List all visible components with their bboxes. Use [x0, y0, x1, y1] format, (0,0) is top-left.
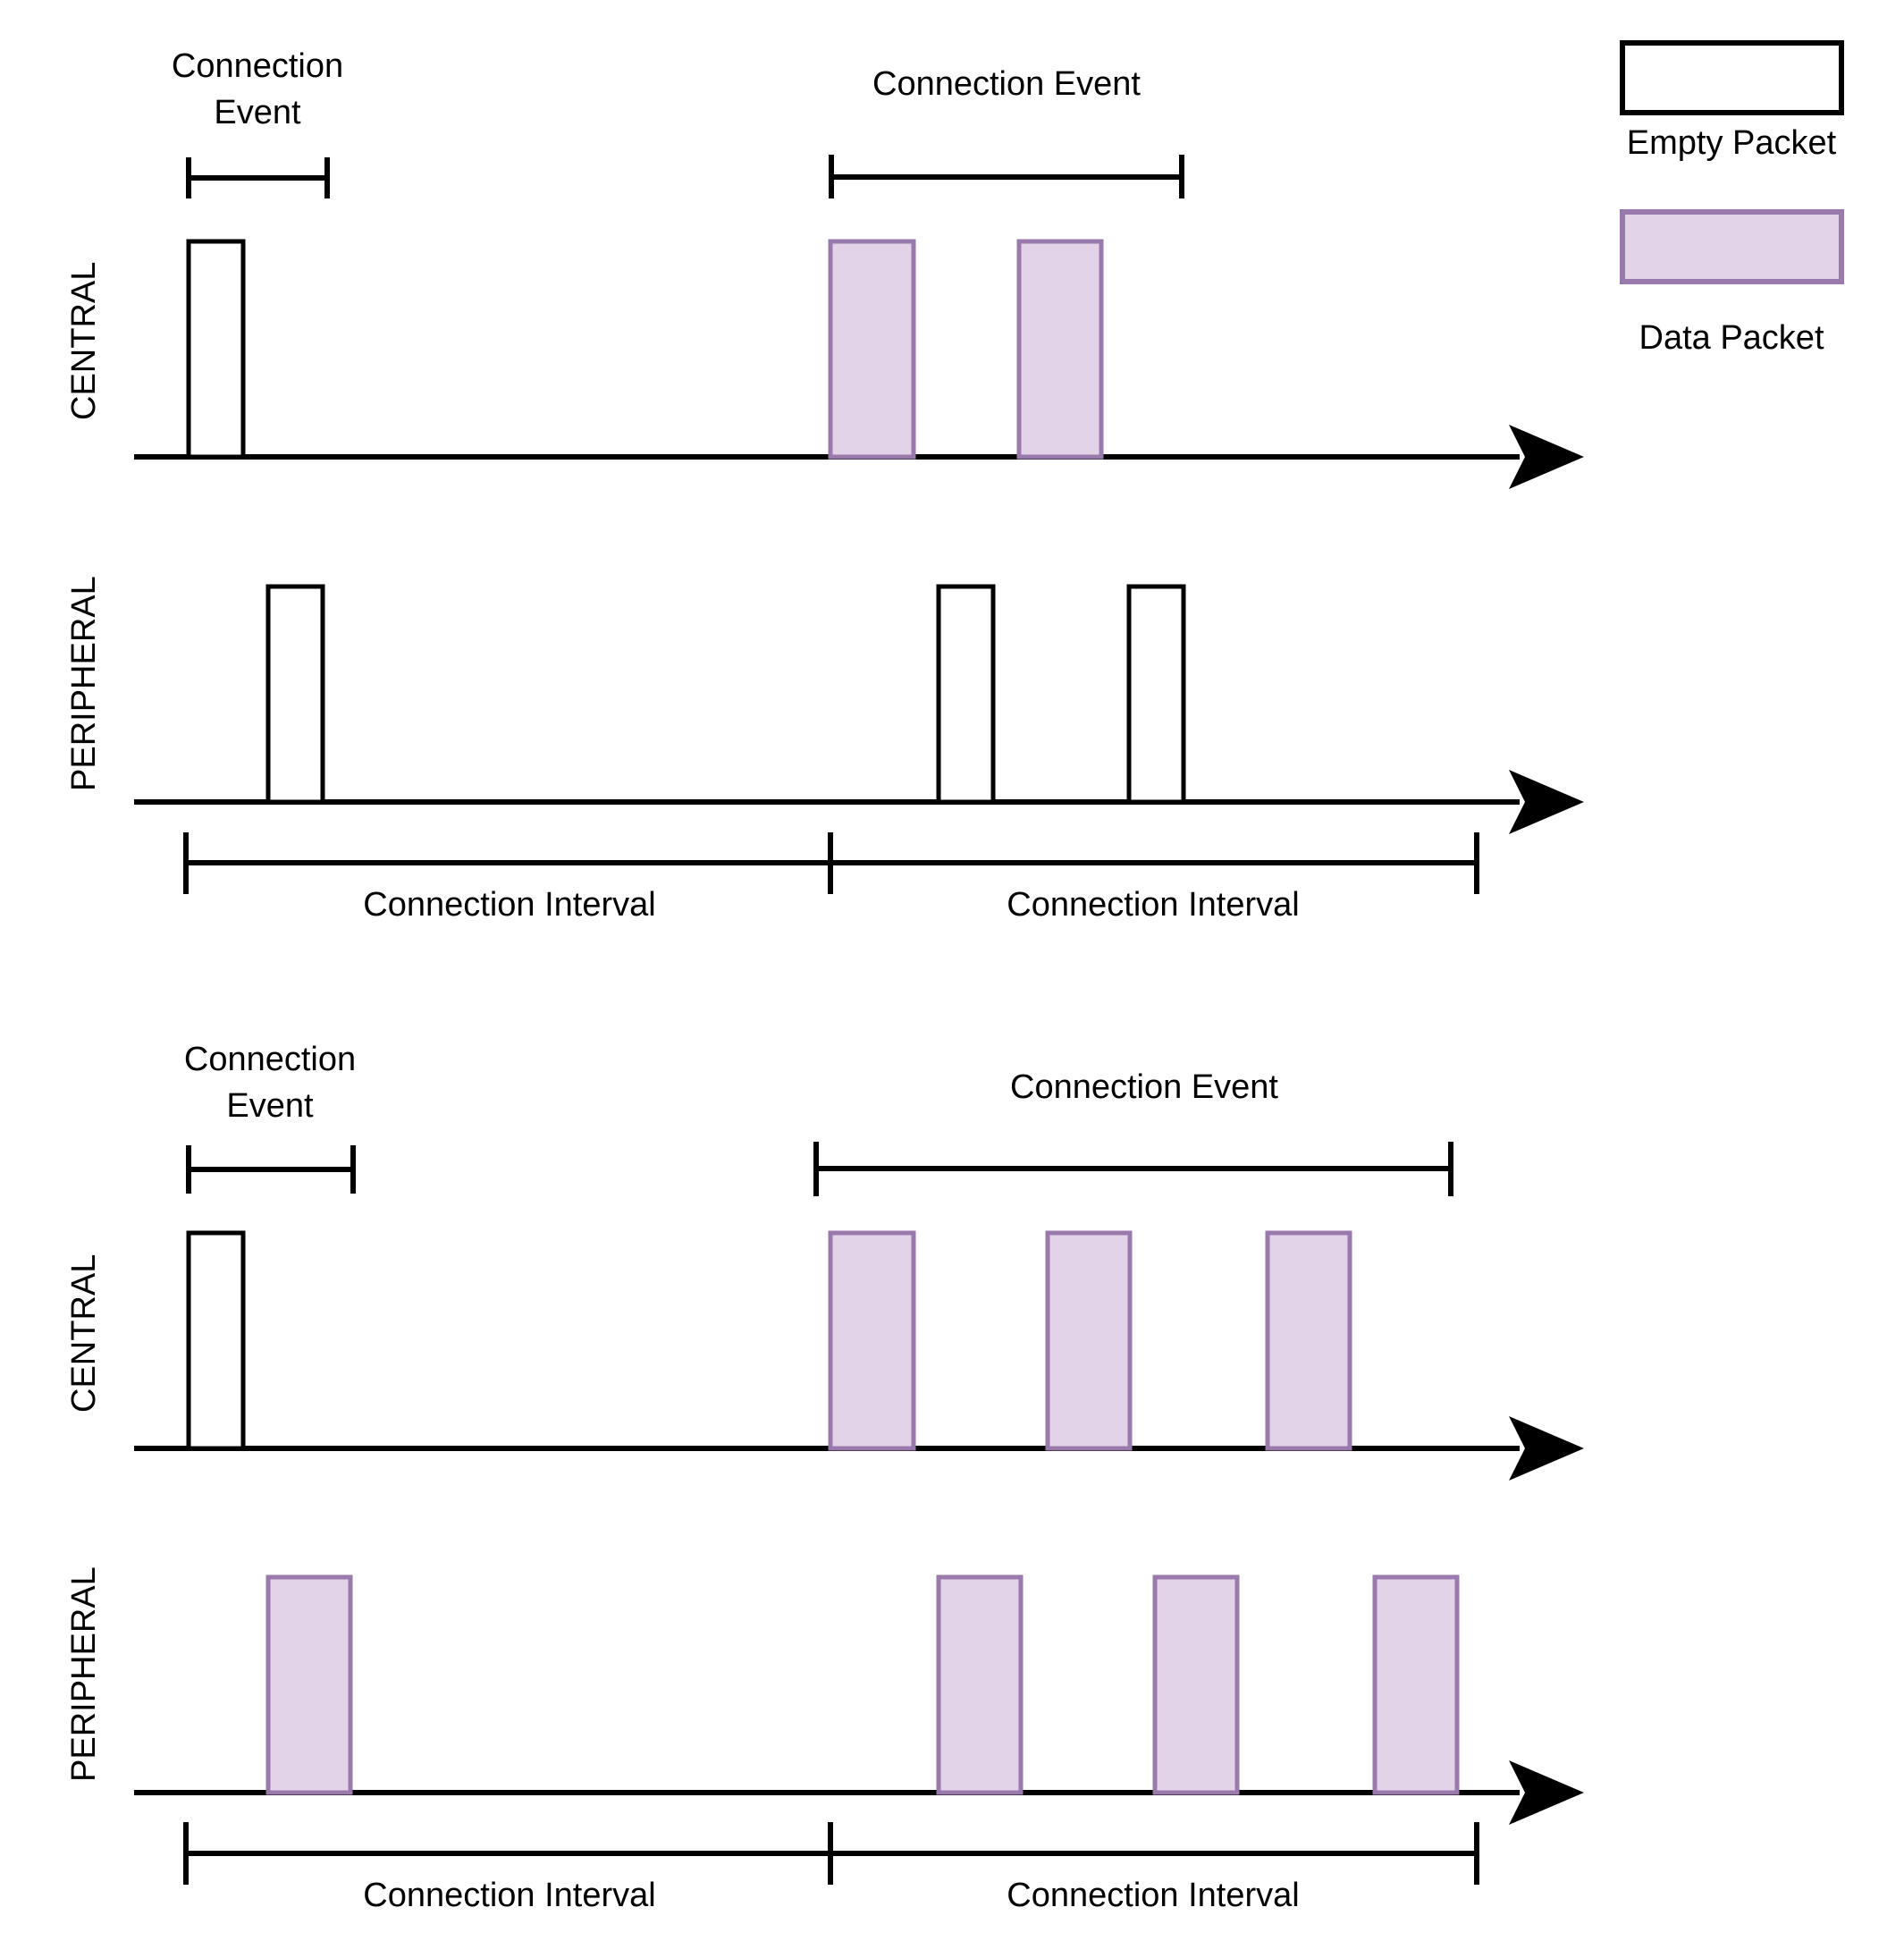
packet-empty	[186, 1230, 246, 1451]
axis-label-central-2: CENTRAL	[65, 1254, 103, 1413]
legend-swatch-data-packet	[1620, 209, 1844, 284]
connection-interval-2b-label: Connection Interval	[1007, 1877, 1299, 1914]
packet-data	[1152, 1574, 1240, 1795]
track-peripheral-1: PERIPHERAL	[65, 576, 1584, 834]
connection-event-3-bracket	[186, 1145, 356, 1194]
connection-event-3-label-line2: Event	[226, 1087, 314, 1125]
track-central-2: CENTRAL	[65, 1230, 1584, 1481]
packet-data	[828, 1230, 916, 1451]
connection-event-1-annotation: Connection Event	[172, 47, 343, 198]
connection-event-4-bracket	[813, 1142, 1453, 1196]
legend-label-data-packet: Data Packet	[1639, 319, 1824, 357]
connection-interval-2a: Connection Interval	[183, 1822, 830, 1914]
connection-interval-1a: Connection Interval	[183, 832, 830, 924]
connection-interval-1a-label: Connection Interval	[363, 886, 655, 924]
axis-label-peripheral-2: PERIPHERAL	[65, 1566, 103, 1782]
connection-event-2-bracket	[829, 155, 1184, 198]
connection-event-2-annotation: Connection Event	[829, 65, 1184, 198]
packet-empty	[186, 239, 246, 460]
legend-swatch-empty-packet	[1620, 40, 1844, 115]
connection-event-4-annotation: Connection Event	[813, 1068, 1453, 1196]
legend-item-data-packet: Data Packet	[1620, 209, 1844, 357]
packet-data	[1265, 1230, 1352, 1451]
connection-event-3-label-line1: Connection	[184, 1041, 356, 1078]
connection-event-3-annotation: Connection Event	[184, 1041, 356, 1194]
packet-data	[936, 1574, 1024, 1795]
track-peripheral-2: PERIPHERAL	[65, 1566, 1584, 1825]
axis-label-peripheral-1: PERIPHERAL	[65, 576, 103, 791]
connection-event-1-label-line1: Connection	[172, 47, 343, 85]
diagram-2: Connection Event Connection Event CENTRA…	[65, 1041, 1584, 1914]
connection-event-2-label: Connection Event	[872, 65, 1141, 103]
packet-data	[1045, 1230, 1133, 1451]
connection-interval-1b: Connection Interval	[828, 832, 1479, 924]
packet-data	[1372, 1574, 1460, 1795]
packet-empty	[1126, 584, 1186, 805]
connection-event-1-label-line2: Event	[214, 94, 301, 131]
connection-event-4-label: Connection Event	[1010, 1068, 1278, 1106]
legend-label-empty-packet: Empty Packet	[1627, 124, 1837, 162]
connection-interval-2a-label: Connection Interval	[363, 1877, 655, 1914]
packet-empty	[936, 584, 996, 805]
track-central-1: CENTRAL	[65, 239, 1584, 489]
legend-item-empty-packet: Empty Packet	[1620, 40, 1844, 162]
packet-data	[1016, 239, 1104, 460]
packet-data	[265, 1574, 353, 1795]
packet-data	[828, 239, 916, 460]
connection-interval-2b: Connection Interval	[828, 1822, 1479, 1914]
legend: Empty Packet Data Packet	[1620, 40, 1844, 357]
diagram-1: Connection Event Connection Event CENTRA…	[65, 47, 1584, 924]
connection-interval-1b-label: Connection Interval	[1007, 886, 1299, 924]
axis-label-central-1: CENTRAL	[65, 262, 103, 420]
connection-event-1-bracket	[186, 157, 330, 198]
packet-empty	[265, 584, 325, 805]
